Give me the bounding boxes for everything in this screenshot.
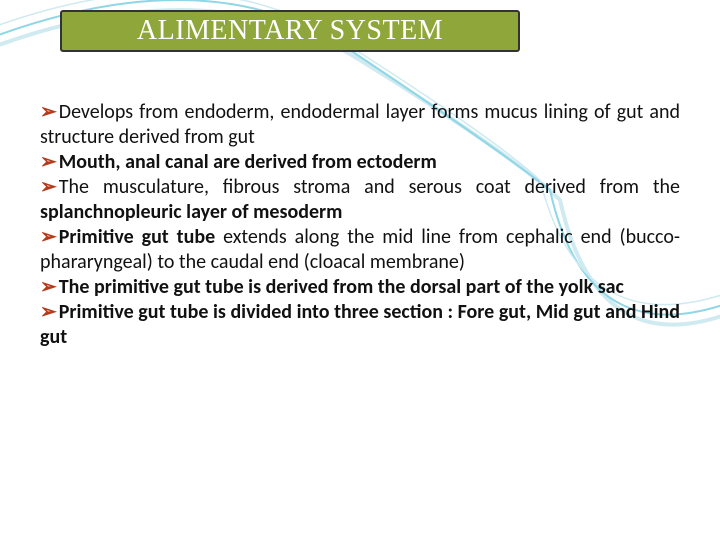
bullet-arrow-icon: ➢: [40, 275, 57, 299]
bullet-content: ➢Develops from endoderm, endodermal laye…: [40, 100, 680, 350]
bullet-item: ➢Develops from endoderm, endodermal laye…: [40, 100, 680, 150]
bullet-item: ➢Mouth, anal canal are derived from ecto…: [40, 150, 680, 175]
bullet-text-bold: Primitive gut tube: [59, 225, 215, 249]
bullet-item: ➢The primitive gut tube is derived from …: [40, 275, 680, 300]
bullet-text-plain: Develops from endoderm, endodermal layer…: [40, 100, 680, 149]
bullet-arrow-icon: ➢: [40, 225, 57, 249]
bullet-text-plain: The musculature, fibrous stroma and sero…: [59, 175, 680, 199]
bullet-text-bold: Mouth, anal canal are derived from ectod…: [59, 150, 437, 174]
bullet-arrow-icon: ➢: [40, 300, 57, 324]
title-bar: ALIMENTARY SYSTEM: [60, 10, 520, 52]
bullet-arrow-icon: ➢: [40, 150, 57, 174]
slide-title: ALIMENTARY SYSTEM: [137, 15, 443, 47]
bullet-text-bold: The primitive gut tube is derived from t…: [59, 275, 624, 299]
bullet-item: ➢Primitive gut tube is divided into thre…: [40, 300, 680, 350]
bullet-item: ➢Primitive gut tube extends along the mi…: [40, 225, 680, 275]
bullet-arrow-icon: ➢: [40, 100, 57, 124]
bullet-arrow-icon: ➢: [40, 175, 57, 199]
bullet-text-bold: Primitive gut tube is divided into three…: [40, 300, 680, 349]
bullet-text-bold: splanchnopleuric layer of mesoderm: [40, 200, 342, 224]
bullet-item: ➢The musculature, fibrous stroma and ser…: [40, 175, 680, 225]
